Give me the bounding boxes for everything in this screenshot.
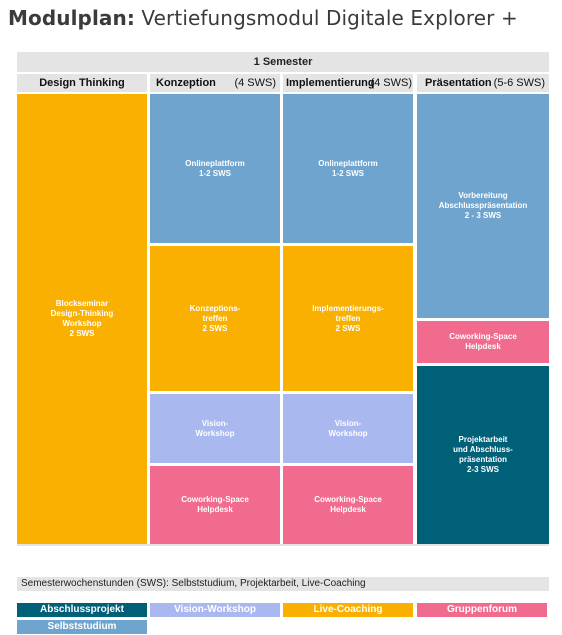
block-label: Projektarbeit und Abschluss- präsentatio… [453, 435, 513, 474]
legend-live-coaching: Live-Coaching [283, 603, 413, 617]
page-title: Modulplan: Vertiefungsmodul Digitale Exp… [8, 6, 518, 30]
block-label: Vision- Workshop [195, 418, 235, 438]
block-praesentation-coworking: Coworking-Space Helpdesk [417, 321, 549, 363]
block-label: Implementierungs- treffen 2 SWS [312, 303, 384, 333]
legend-selbststudium: Selbststudium [17, 620, 147, 634]
column-header-implementierung: Implementierung (4 SWS) [283, 74, 413, 92]
block-design-thinking-workshop: Blockseminar Design-Thinking Workshop 2 … [17, 94, 147, 544]
column-heading: Implementierung [286, 77, 375, 89]
block-konzeption-coworking: Coworking-Space Helpdesk [150, 466, 280, 544]
block-label: Onlineplattform 1-2 SWS [185, 158, 245, 178]
block-projektarbeit-abschlusspraesentation: Projektarbeit und Abschluss- präsentatio… [417, 366, 549, 544]
sws-footnote: Semesterwochenstunden (SWS): Selbststudi… [17, 577, 549, 591]
column-header-design-thinking: Design Thinking [17, 74, 147, 92]
block-label: Coworking-Space Helpdesk [314, 495, 382, 514]
column-sws: (4 SWS) [234, 77, 276, 89]
title-rest: Vertiefungsmodul Digitale Explorer + [134, 6, 518, 30]
semester-header: 1 Semester [17, 52, 549, 72]
column-sws: (5-6 SWS) [493, 77, 545, 89]
legend-gruppenforum: Gruppenforum [417, 603, 547, 617]
block-label: Konzeptions- treffen 2 SWS [189, 303, 241, 333]
block-label: Vision- Workshop [328, 418, 368, 438]
column-header-praesentation: Präsentation (5-6 SWS) [417, 74, 549, 92]
column-heading: Design Thinking [39, 77, 125, 89]
column-sws: (4 SWS) [370, 77, 412, 89]
block-konzeption-onlineplattform: Onlineplattform 1-2 SWS [150, 94, 280, 243]
block-implementierung-coworking: Coworking-Space Helpdesk [283, 466, 413, 544]
column-header-konzeption: Konzeption (4 SWS) [150, 74, 280, 92]
column-heading: Präsentation [425, 77, 492, 89]
block-konzeptionstreffen: Konzeptions- treffen 2 SWS [150, 246, 280, 391]
block-vorbereitung-abschlusspraesentation: Vorbereitung Abschlusspräsentation 2 - 3… [417, 94, 549, 318]
block-implementierung-vision-workshop: Vision- Workshop [283, 394, 413, 463]
block-implementierung-onlineplattform: Onlineplattform 1-2 SWS [283, 94, 413, 243]
block-label: Blockseminar Design-Thinking Workshop 2 … [50, 299, 114, 338]
block-label: Onlineplattform 1-2 SWS [318, 158, 378, 178]
block-konzeption-vision-workshop: Vision- Workshop [150, 394, 280, 463]
title-bold: Modulplan: [8, 6, 135, 30]
legend-abschlussprojekt: Abschlussprojekt [17, 603, 147, 617]
block-label: Vorbereitung Abschlusspräsentation 2 - 3… [438, 191, 528, 220]
block-label: Coworking-Space Helpdesk [181, 495, 249, 514]
divider [17, 544, 549, 546]
legend-vision-workshop: Vision-Workshop [150, 603, 280, 617]
column-heading: Konzeption [156, 77, 216, 89]
block-implementierungstreffen: Implementierungs- treffen 2 SWS [283, 246, 413, 391]
block-label: Coworking-Space Helpdesk [449, 332, 517, 351]
